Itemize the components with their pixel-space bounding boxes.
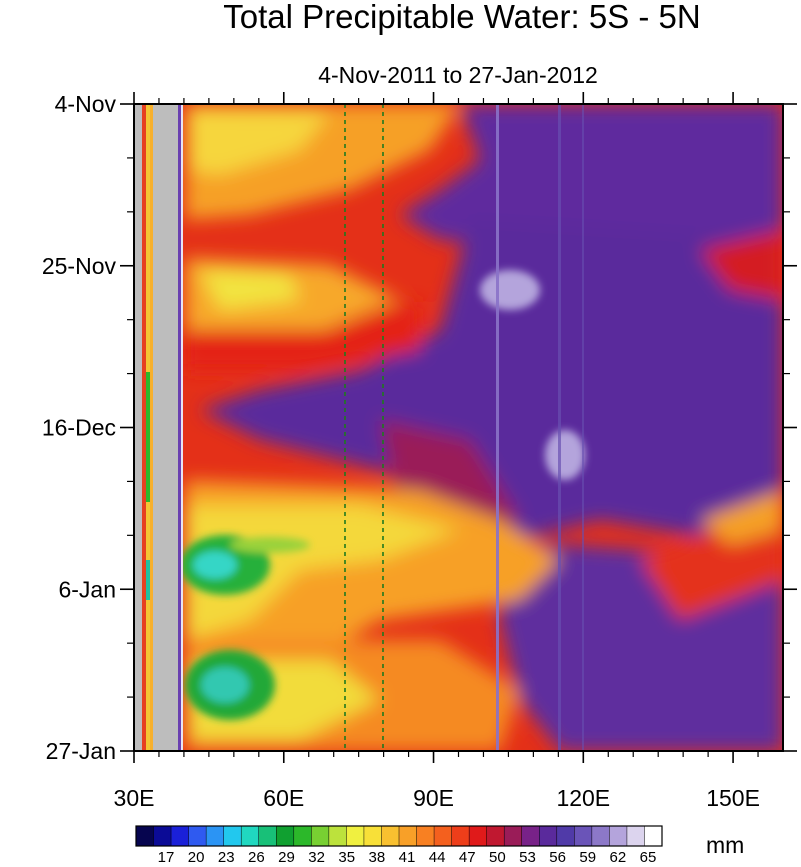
- colorbar-swatch: [311, 826, 330, 846]
- colorbar-swatch: [644, 826, 663, 846]
- colorbar-swatch: [416, 826, 435, 846]
- colorbar-swatch: [328, 826, 347, 846]
- axes-group: 30E 60E 90E 120E 150E 4-Nov 25-Nov 16-Dec 6-Jan 2…: [42, 91, 797, 811]
- colorbar-swatch: [539, 826, 558, 846]
- region-purple-middle: [200, 220, 783, 540]
- colorbar-level-label: 44: [429, 849, 446, 866]
- colorbar-swatch: [504, 826, 523, 846]
- colorbar-swatch: [521, 826, 540, 846]
- colorbar-swatch: [363, 826, 382, 846]
- colorbar-swatch: [276, 826, 295, 846]
- coastal-strip-green: [146, 372, 150, 502]
- colorbar-level-label: 47: [459, 849, 476, 866]
- colorbar-swatch: [626, 826, 645, 846]
- region-yellow-nov: [200, 270, 300, 310]
- chart-subtitle: 4-Nov-2011 to 27-Jan-2012: [318, 62, 598, 88]
- coast-edge-purple: [178, 104, 181, 751]
- colorbar-level-label: 50: [489, 849, 506, 866]
- colorbar: 17 20 23 26 29 32 35 38 41 44 47 50 53 56 59 62 65: [135, 825, 663, 866]
- colorbar-swatch: [381, 826, 400, 846]
- patch-light-purple-2: [545, 430, 585, 480]
- coastal-strip-orange: [150, 104, 153, 751]
- colorbar-level-label: 26: [248, 849, 265, 866]
- colorbar-swatch: [223, 826, 242, 846]
- colorbar-level-label: 32: [308, 849, 325, 866]
- x-tick-label: 30E: [114, 785, 155, 811]
- colorbar-swatch: [206, 826, 224, 846]
- chart-title: Total Precipitable Water: 5S - 5N: [223, 0, 700, 35]
- colorbar-swatch: [486, 826, 505, 846]
- colorbar-swatch: [399, 826, 417, 846]
- land-gray-band: [153, 104, 179, 751]
- colorbar-swatch: [258, 826, 277, 846]
- colorbar-level-label: 59: [579, 849, 596, 866]
- blob-yellowgreen: [230, 537, 310, 553]
- y-tick-label: 6-Jan: [58, 576, 116, 602]
- colorbar-swatch: [434, 826, 452, 846]
- colorbar-swatch: [469, 826, 487, 846]
- x-tick-label: 60E: [263, 785, 304, 811]
- colorbar-level-label: 17: [158, 849, 175, 866]
- borneo-line: [558, 104, 561, 751]
- colorbar-level-label: 53: [519, 849, 536, 866]
- coast-edge-white: [181, 104, 183, 751]
- colorbar-level-label: 62: [610, 849, 627, 866]
- colorbar-level-label: 56: [549, 849, 566, 866]
- region-red-dec: [185, 300, 420, 370]
- colorbar-frame: [135, 825, 663, 847]
- colorbar-level-label: 41: [399, 849, 416, 866]
- colorbar-swatch: [451, 826, 470, 846]
- colorbar-swatch: [556, 826, 575, 846]
- region-yellow-top: [190, 110, 330, 175]
- x-tick-label: 150E: [706, 785, 760, 811]
- region-red-east-top: [700, 230, 783, 300]
- y-tick-label: 4-Nov: [55, 91, 117, 117]
- heatmap-field: [134, 104, 783, 751]
- colorbar-level-label: 38: [369, 849, 386, 866]
- colorbar-swatch: [293, 826, 312, 846]
- coastal-strip-red: [142, 104, 146, 751]
- colorbar-units-label: mm: [706, 832, 744, 858]
- colorbar-swatch: [346, 826, 365, 846]
- sumatra-line: [496, 104, 499, 751]
- y-tick-label: 25-Nov: [42, 253, 117, 279]
- blob-cyan-dec: [193, 551, 237, 579]
- sulawesi-line: [582, 104, 584, 751]
- colorbar-level-label: 29: [278, 849, 295, 866]
- colorbar-swatch: [171, 826, 189, 846]
- patch-light-purple-1: [480, 270, 540, 310]
- x-tick-label: 120E: [556, 785, 610, 811]
- region-orange-east: [700, 490, 783, 545]
- region-purple-upper: [400, 104, 783, 250]
- colorbar-level-label: 23: [218, 849, 235, 866]
- colorbar-level-label: 65: [640, 849, 657, 866]
- y-tick-label: 27-Jan: [46, 738, 116, 764]
- colorbar-swatch: [609, 826, 628, 846]
- colorbar-swatch: [241, 826, 260, 846]
- coastal-strip-green-2: [146, 560, 150, 600]
- colorbar-level-label: 20: [188, 849, 205, 866]
- colorbar-swatch: [591, 826, 610, 846]
- blob-cyan-jan: [201, 667, 249, 703]
- landmass-africa-gray: [134, 104, 142, 751]
- x-tick-label: 90E: [413, 785, 454, 811]
- colorbar-swatch: [136, 826, 154, 846]
- colorbar-swatch: [153, 826, 172, 846]
- colorbar-swatch: [188, 826, 207, 846]
- colorbar-level-label: 35: [338, 849, 355, 866]
- colorbar-swatch: [574, 826, 593, 846]
- y-tick-label: 16-Dec: [42, 415, 116, 441]
